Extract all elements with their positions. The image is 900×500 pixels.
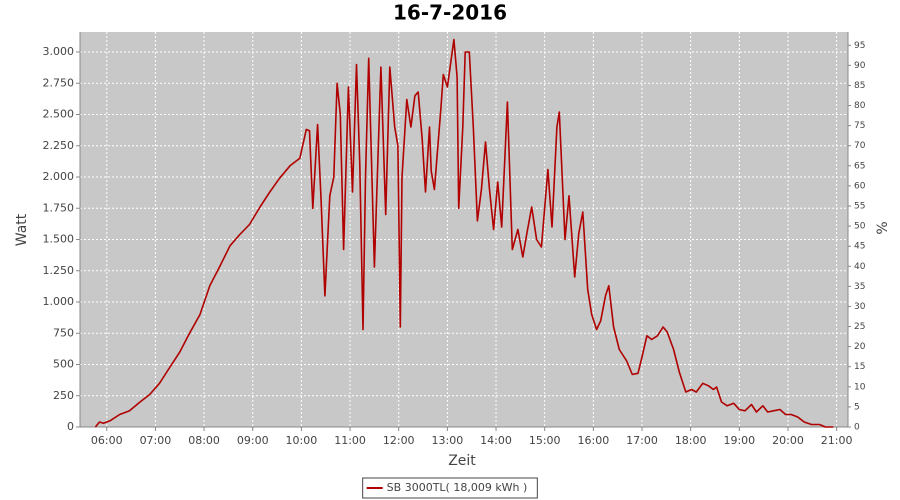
x-tick-label: 17:00 — [626, 434, 658, 447]
y2-tick-label: 25 — [854, 322, 865, 332]
x-tick-label: 21:00 — [821, 434, 853, 447]
y-tick-label: 250 — [53, 389, 74, 402]
y2-tick-label: 10 — [854, 382, 866, 392]
y2-tick-label: 5 — [854, 402, 860, 412]
y2-axis-label: % — [875, 221, 891, 234]
x-tick-label: 09:00 — [237, 434, 269, 447]
y2-tick-label: 65 — [854, 161, 865, 171]
y-tick-label: 0 — [67, 420, 74, 433]
y-tick-label: 500 — [53, 358, 74, 371]
chart-title: 16-7-2016 — [393, 1, 507, 25]
y-tick-label: 3.000 — [43, 45, 75, 58]
y2-tick-label: 40 — [854, 262, 866, 272]
x-tick-label: 20:00 — [772, 434, 804, 447]
legend-box — [362, 477, 538, 499]
x-tick-label: 16:00 — [578, 434, 610, 447]
y2-tick-label: 0 — [854, 423, 860, 433]
y2-tick-label: 20 — [854, 342, 866, 352]
y-tick-label: 1.500 — [43, 233, 75, 246]
y2-tick-label: 30 — [854, 302, 866, 312]
x-tick-label: 11:00 — [334, 434, 366, 447]
y-axis-label: Watt — [14, 213, 30, 246]
y-tick-label: 1.250 — [43, 264, 75, 277]
x-tick-label: 13:00 — [432, 434, 464, 447]
y2-tick-label: 45 — [854, 242, 865, 252]
y-tick-label: 1.000 — [43, 295, 75, 308]
x-tick-label: 12:00 — [383, 434, 415, 447]
y2-tick-label: 90 — [854, 61, 866, 71]
y2-tick-label: 70 — [854, 141, 866, 151]
x-tick-label: 18:00 — [675, 434, 707, 447]
y-tick-label: 1.750 — [43, 201, 75, 214]
y-tick-label: 2.250 — [43, 139, 75, 152]
y2-tick-label: 95 — [854, 41, 865, 51]
y-tick-label: 2.000 — [43, 170, 75, 183]
data-line — [94, 38, 834, 428]
x-axis-label: Zeit — [448, 453, 476, 469]
x-tick-label: 10:00 — [286, 434, 318, 447]
y2-tick-label: 55 — [854, 201, 865, 211]
y-tick-label: 750 — [53, 326, 74, 339]
y2-tick-label: 60 — [854, 181, 866, 191]
y2-tick-label: 50 — [854, 222, 866, 232]
x-tick-label: 19:00 — [723, 434, 755, 447]
y2-tick-label: 35 — [854, 282, 865, 292]
marks — [94, 38, 834, 428]
legend-label: SB 3000TL( 18,009 kWh ) — [387, 481, 528, 494]
y2-tick-label: 75 — [854, 121, 865, 131]
grid — [76, 32, 851, 431]
x-tick-label: 14:00 — [480, 434, 512, 447]
y2-tick-label: 85 — [854, 81, 865, 91]
x-tick-label: 08:00 — [188, 434, 220, 447]
y-tick-label: 2.750 — [43, 76, 75, 89]
x-tick-label: 06:00 — [91, 434, 123, 447]
y2-tick-label: 15 — [854, 362, 865, 372]
legend: SB 3000TL( 18,009 kWh ) — [362, 477, 538, 499]
x-tick-label: 07:00 — [140, 434, 172, 447]
y2-tick-label: 80 — [854, 101, 866, 111]
y-tick-label: 2.500 — [43, 108, 75, 121]
x-tick-label: 15:00 — [529, 434, 561, 447]
